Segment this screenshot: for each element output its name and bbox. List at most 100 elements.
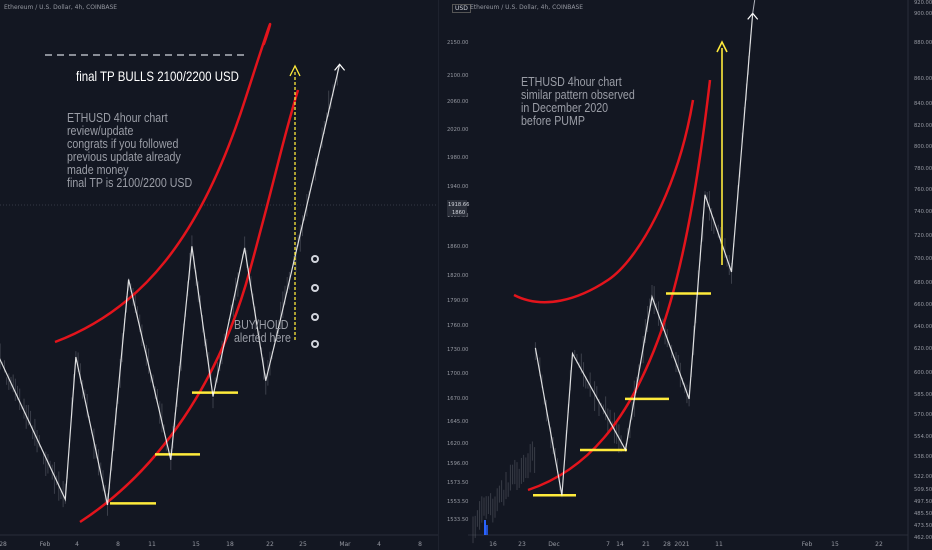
x-tick-label: 7: [606, 541, 610, 548]
note-line: review/update: [67, 123, 134, 138]
note-line: before PUMP: [521, 113, 585, 128]
x-tick-label: 22: [875, 541, 883, 548]
x-tick-label: 25: [299, 541, 307, 548]
y-tick-label: 538.00: [914, 454, 932, 460]
y-tick-label: 600.00: [914, 370, 932, 376]
right-chart-canvas[interactable]: 2150.00 2100.00 2060.00 2020.00 1980.00 1940.…: [438, 0, 932, 550]
circle-icon[interactable]: [311, 255, 319, 263]
y-tick-label: 1760.00: [447, 323, 468, 329]
right-chart-header: Ethereum / U.S. Dollar, 4h, COINBASE: [470, 4, 584, 11]
note-line: in December 2020: [521, 100, 609, 115]
y-tick-label: 820.00: [914, 123, 932, 129]
price-badge-sublabel: 1860: [452, 210, 465, 216]
y-tick-label: 720.00: [914, 233, 932, 239]
x-tick-label: 28: [0, 541, 7, 548]
x-tick-label: 2021: [674, 541, 689, 548]
zigzag-path: [0, 64, 341, 506]
lower-channel-curve: [79, 89, 300, 524]
y-tick-label: 740.00: [914, 209, 932, 215]
x-tick-label: 23: [518, 541, 526, 548]
y-tick-label: 585.00: [914, 392, 932, 398]
y-tick-label: 1596.00: [447, 461, 468, 467]
note-line: made money: [67, 162, 129, 177]
left-target-label: final TP BULLS 2100/2200 USD: [76, 68, 239, 84]
note-line: alerted here: [234, 330, 291, 345]
y-tick-label: 680.00: [914, 280, 932, 286]
target-arrow-head: [716, 40, 728, 53]
y-tick-label: 1730.00: [447, 347, 468, 353]
x-tick-label: Dec: [548, 541, 560, 548]
y-tick-label: 2020.00: [447, 127, 468, 133]
y-tick-label: 900.00: [914, 11, 932, 17]
x-tick-label: 8: [418, 541, 422, 548]
x-tick-label: 4: [75, 541, 79, 548]
y-tick-label: 1860.00: [447, 244, 468, 250]
y-tick-label: 1533.50: [447, 517, 468, 523]
x-tick-label: 18: [226, 541, 234, 548]
y-tick-label: 509.50: [914, 487, 932, 493]
y-tick-label: 760.00: [914, 187, 932, 193]
y-tick-label: 1790.00: [447, 298, 468, 304]
price-badge-label: 1918.66: [448, 202, 469, 208]
y-tick-label: 840.00: [914, 101, 932, 107]
x-tick-label: 16: [489, 541, 497, 548]
y-tick-label: 800.00: [914, 144, 932, 150]
note-line: ETHUSD 4hour chart: [521, 74, 622, 89]
y-tick-label: 620.00: [914, 346, 932, 352]
y-tick-label: 1700.00: [447, 371, 468, 377]
circle-icon[interactable]: [311, 340, 319, 348]
left-annotation-note: ETHUSD 4hour chart review/update congrats …: [67, 111, 192, 189]
x-tick-label: 15: [831, 541, 839, 548]
right-chart-pane[interactable]: 2150.00 2100.00 2060.00 2020.00 1980.00 1940.…: [438, 0, 932, 550]
y-tick-label: 522.00: [914, 474, 932, 480]
y-tick-label: 570.00: [914, 412, 932, 418]
note-line: previous update already: [67, 149, 181, 164]
x-tick-label: 11: [148, 541, 156, 548]
note-line: final TP is 2100/2200 USD: [67, 175, 193, 190]
currency-badge: USD: [452, 4, 471, 13]
y-tick-label: 880.00: [914, 40, 932, 46]
x-tick-label: 8: [116, 541, 120, 548]
target-arrow-head: [289, 64, 301, 77]
y-tick-label: 497.50: [914, 499, 932, 505]
note-line: ETHUSD 4hour chart: [67, 110, 168, 125]
y-tick-label: 700.00: [914, 256, 932, 262]
y-tick-label: 485.50: [914, 511, 932, 517]
y-tick-label: 1980.00: [447, 155, 468, 161]
x-tick-label: 21: [642, 541, 650, 548]
y-tick-label: 462.00: [914, 535, 932, 541]
note-line: similar pattern observed: [521, 87, 635, 102]
y-tick-label: 1940.00: [447, 184, 468, 190]
y-tick-label: 1573.50: [447, 480, 468, 486]
price-wick: [752, 0, 756, 14]
y-tick-label: 2060.00: [447, 99, 468, 105]
x-tick-label: 14: [616, 541, 624, 548]
y-tick-label: 2150.00: [447, 40, 468, 46]
circle-icon[interactable]: [311, 284, 319, 292]
note-line: BUY/HOLD: [234, 317, 289, 332]
left-chart-canvas[interactable]: 28 Feb 4 8 11 15 18 22 25 Mar 4 8: [0, 0, 438, 550]
circle-icon[interactable]: [311, 313, 319, 321]
x-tick-label: 11: [715, 541, 723, 548]
x-tick-label: 22: [266, 541, 274, 548]
x-tick-label: Feb: [802, 541, 813, 548]
y-tick-label: 1670.00: [447, 396, 468, 402]
x-tick-label: 28: [663, 541, 671, 548]
y-tick-label: 860.00: [914, 76, 932, 82]
y-tick-label: 473.50: [914, 523, 932, 529]
lower-channel-curve: [527, 79, 712, 492]
left-chart-pane[interactable]: 28 Feb 4 8 11 15 18 22 25 Mar 4 8 Ethereum / U.S. D…: [0, 0, 438, 550]
y-tick-label: 1820.00: [447, 273, 468, 279]
y-tick-label: 640.00: [914, 324, 932, 330]
x-tick-label: 15: [192, 541, 200, 548]
price-badge: [447, 200, 467, 216]
y-tick-label: 1553.50: [447, 499, 468, 505]
y-tick-label: 780.00: [914, 166, 932, 172]
y-tick-label: 920.00: [914, 0, 932, 6]
right-annotation-note: ETHUSD 4hour chart similar pattern observ…: [521, 75, 635, 127]
y-tick-label: 1620.00: [447, 441, 468, 447]
x-tick-label: Mar: [339, 541, 351, 548]
upper-channel-curve: [54, 22, 272, 344]
note-line: congrats if you followed: [67, 136, 179, 151]
y-tick-label: 554.00: [914, 434, 932, 440]
